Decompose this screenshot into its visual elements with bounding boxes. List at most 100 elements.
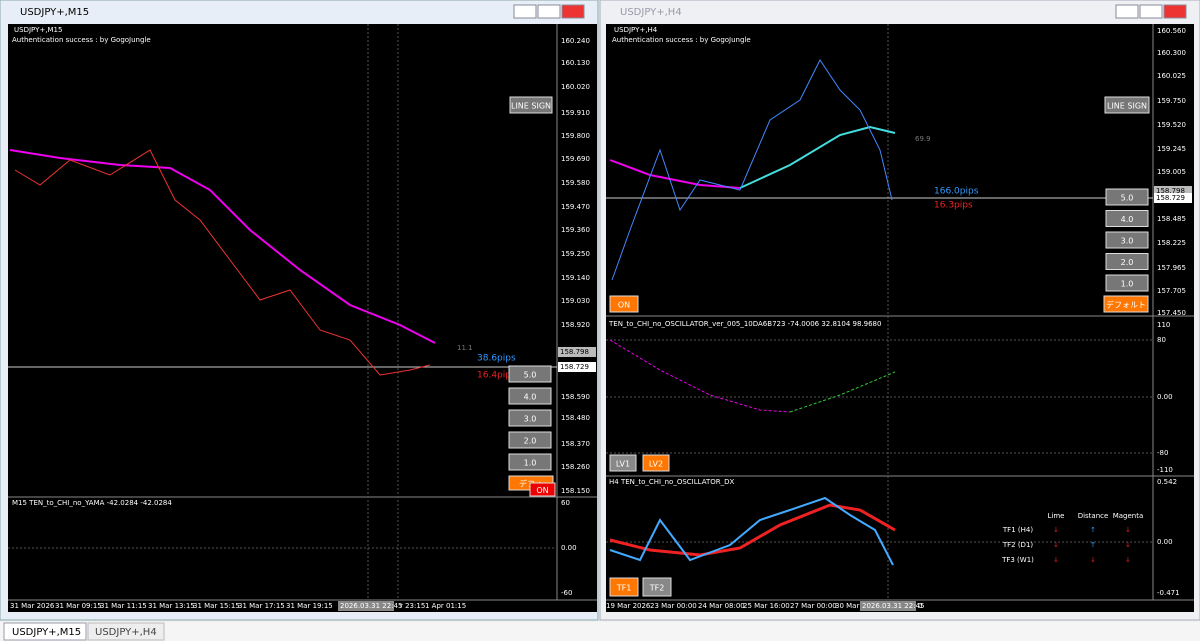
step-button[interactable] xyxy=(1105,188,1149,206)
osc-tick: -80 xyxy=(1157,449,1168,457)
step-button[interactable] xyxy=(1105,231,1149,249)
price-tick: 158.590 xyxy=(561,393,590,401)
on-button[interactable] xyxy=(609,295,639,313)
sub-title: M15 TEN_to_CHI_no_YAMA -42.0284 -42.0284 xyxy=(12,499,172,507)
step-button-label: 1.0 xyxy=(524,459,537,468)
table-arrow: ↓ xyxy=(1125,541,1131,549)
lv-button[interactable] xyxy=(609,454,637,472)
time-label: 31 Mar 2026 xyxy=(10,602,55,610)
tf-button[interactable] xyxy=(642,577,672,597)
line-sign-label: LINE SIGN xyxy=(1107,102,1147,111)
table-arrow: ↓ xyxy=(1053,526,1059,534)
window-button[interactable] xyxy=(537,4,561,19)
price-path xyxy=(611,59,893,281)
step-button[interactable] xyxy=(1105,253,1149,270)
price-tick: 159.750 xyxy=(1157,97,1186,105)
price-tick: 160.560 xyxy=(1157,27,1186,35)
ask-label: 158.798 xyxy=(560,348,589,356)
step-button[interactable] xyxy=(508,409,552,427)
time-label: 25 Mar 16:00 xyxy=(743,602,790,610)
lv-button-label: LV2 xyxy=(649,460,663,469)
price-tick: 160.130 xyxy=(561,59,590,67)
price-tick: 158.260 xyxy=(561,463,590,471)
dx-line xyxy=(609,496,894,566)
osc-line xyxy=(789,371,896,413)
window-button[interactable] xyxy=(1139,4,1163,19)
price-tick: 159.140 xyxy=(561,274,590,282)
price-tick: 160.300 xyxy=(1157,49,1186,57)
step-button[interactable] xyxy=(1105,274,1149,292)
price-tick: 160.020 xyxy=(561,83,590,91)
step-button[interactable] xyxy=(1105,210,1149,227)
price-tick: 159.800 xyxy=(561,132,590,140)
window-button[interactable] xyxy=(1163,4,1187,19)
tab-bar xyxy=(0,622,1200,641)
osc-tick: 80 xyxy=(1157,336,1166,344)
step-button-label: 5.0 xyxy=(524,371,537,380)
step-button-label: 5.0 xyxy=(1121,194,1134,203)
table-arrow: ↑ xyxy=(1090,541,1096,549)
step-button-label: 4.0 xyxy=(524,393,537,402)
tab[interactable] xyxy=(3,622,87,641)
price-tick: 159.005 xyxy=(1157,168,1186,176)
table-header: Distance xyxy=(1078,512,1109,520)
left-chart-bg xyxy=(8,24,597,612)
step-button[interactable] xyxy=(508,387,552,405)
price-tick: 158.480 xyxy=(561,414,590,422)
sub-tick: -60 xyxy=(561,589,572,597)
tf-button-label: TF1 xyxy=(616,584,632,593)
window-button[interactable] xyxy=(1115,4,1139,19)
on-button-label: ON xyxy=(536,486,548,495)
tf-button[interactable] xyxy=(609,577,639,597)
bid-label: 158.729 xyxy=(560,363,589,371)
line-sign[interactable] xyxy=(1104,96,1150,114)
price-tick: 159.360 xyxy=(561,226,590,234)
window-button[interactable] xyxy=(561,4,585,19)
tab-label: USDJPY+,M15 xyxy=(12,627,81,638)
price-tick: 158.370 xyxy=(561,440,590,448)
table-arrow: ↓ xyxy=(1125,526,1131,534)
sub-tick: 0.00 xyxy=(561,544,577,552)
price-tick: 159.520 xyxy=(1157,121,1186,129)
step-button-label: 2.0 xyxy=(524,437,537,446)
auth-text: Authentication success : by GogoJungle xyxy=(12,36,151,44)
price-tick: 159.690 xyxy=(561,155,590,163)
time-label: 19 Mar 2026 xyxy=(606,602,651,610)
line-sign[interactable] xyxy=(509,96,553,114)
guides xyxy=(8,24,1153,600)
time-label: 31 Mar 09:15 xyxy=(55,602,102,610)
step-button-label: 2.0 xyxy=(1121,258,1134,267)
price-tick: 159.910 xyxy=(561,109,590,117)
on-button[interactable] xyxy=(529,482,556,497)
tab[interactable] xyxy=(87,622,165,641)
osc-tick: -110 xyxy=(1157,466,1173,474)
time-label: 30 Mar xyxy=(835,602,859,610)
time-label: 31 Mar 13:15 xyxy=(148,602,195,610)
time-label: r 23:15 xyxy=(400,602,425,610)
price-tick: 160.240 xyxy=(561,37,590,45)
line-sign-label: LINE SIGN xyxy=(511,102,551,111)
lv-button[interactable] xyxy=(642,454,670,472)
sub-tick: 60 xyxy=(561,499,570,507)
tab-label: USDJPY+,H4 xyxy=(95,627,157,638)
default-button[interactable] xyxy=(1103,295,1149,313)
step-button[interactable] xyxy=(508,365,552,383)
bid-box xyxy=(1154,193,1192,203)
price-tick: 160.025 xyxy=(1157,72,1186,80)
step-button-label: 3.0 xyxy=(1121,237,1134,246)
step-button[interactable] xyxy=(508,453,552,471)
window-button[interactable] xyxy=(513,4,537,19)
price-tick: 157.450 xyxy=(1157,309,1186,317)
time-label: 31 Mar 19:15 xyxy=(286,602,333,610)
osc-line xyxy=(609,339,791,413)
pips-blue: 166.0pips xyxy=(934,187,979,197)
symbol-label: USDJPY+,H4 xyxy=(614,26,658,34)
ma-line xyxy=(739,125,896,189)
symbol-label: USDJPY+,M15 xyxy=(14,26,62,34)
time-label: 1 Apr 01:15 xyxy=(425,602,466,610)
on-button-label: ON xyxy=(618,301,630,310)
pips-red: 16.4pips xyxy=(477,371,516,381)
step-button[interactable] xyxy=(508,431,552,449)
ma-line xyxy=(609,159,741,189)
time-label: 0 xyxy=(918,602,922,610)
